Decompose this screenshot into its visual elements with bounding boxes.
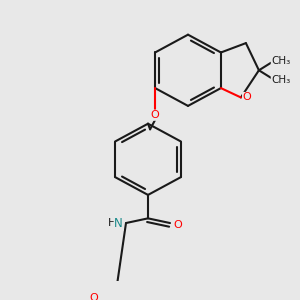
Text: N: N bbox=[114, 218, 123, 230]
Text: O: O bbox=[90, 293, 98, 300]
Text: H: H bbox=[108, 218, 116, 228]
Text: CH₃: CH₃ bbox=[271, 56, 290, 66]
Text: O: O bbox=[174, 220, 182, 230]
Text: O: O bbox=[242, 92, 251, 103]
Text: CH₃: CH₃ bbox=[271, 75, 290, 85]
Text: O: O bbox=[151, 110, 160, 120]
